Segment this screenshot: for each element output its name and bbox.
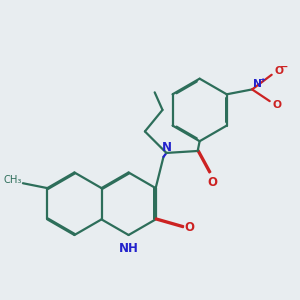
Text: +: + [259, 76, 265, 82]
Text: N: N [161, 141, 171, 154]
Text: O: O [207, 176, 217, 189]
Text: −: − [280, 62, 289, 72]
Text: O: O [272, 100, 281, 110]
Text: O: O [185, 221, 195, 234]
Text: CH₃: CH₃ [4, 175, 22, 185]
Text: O: O [274, 66, 283, 76]
Text: N: N [253, 79, 261, 88]
Text: NH: NH [118, 242, 139, 255]
